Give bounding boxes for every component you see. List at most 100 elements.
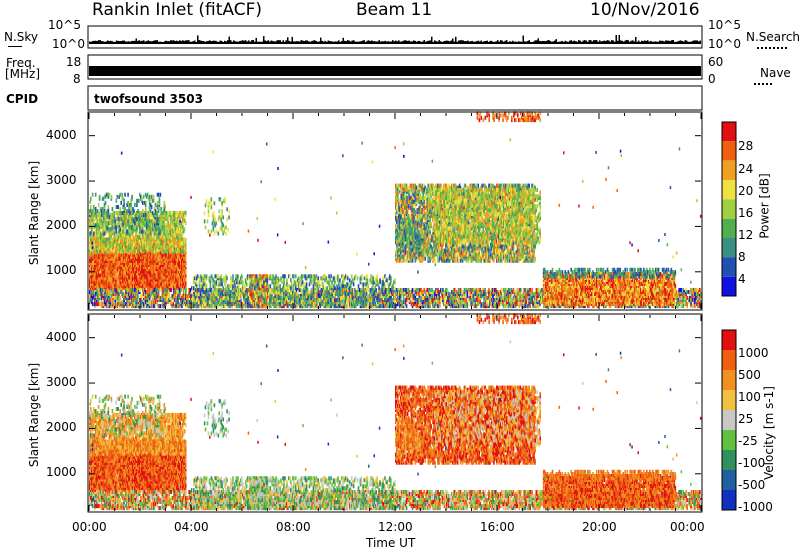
nsky-bar xyxy=(575,41,577,44)
nsky-bar xyxy=(656,41,658,44)
nsky-bar xyxy=(383,41,385,44)
echo-cell xyxy=(103,231,106,236)
echo-cell xyxy=(101,258,104,263)
echo-cell xyxy=(111,277,114,282)
nsky-underline xyxy=(8,46,22,47)
nsky-bar xyxy=(555,39,557,44)
echo-cell xyxy=(116,277,118,282)
echo-cell xyxy=(122,281,124,286)
nsky-bar xyxy=(518,41,520,44)
echo-cell xyxy=(120,238,122,243)
nsky-bar xyxy=(482,41,484,44)
echo-cell xyxy=(109,298,112,302)
echo-cell xyxy=(120,273,122,278)
echo-cell xyxy=(142,213,145,218)
echo-cell xyxy=(90,258,92,263)
echo-cell xyxy=(130,267,132,272)
echo-cell xyxy=(142,254,145,259)
echo-cell xyxy=(155,271,158,276)
echo-cell xyxy=(172,279,174,284)
nsky-bar xyxy=(95,40,97,44)
echo-cell xyxy=(170,300,172,305)
nsky-bar xyxy=(591,41,593,44)
echo-cell xyxy=(170,273,172,278)
echo-cell xyxy=(91,271,94,276)
nsky-bar xyxy=(153,40,155,44)
nsky-bar xyxy=(245,40,247,44)
echo-cell xyxy=(116,263,118,268)
echo-cell xyxy=(105,244,108,249)
echo-cell xyxy=(153,263,156,268)
echo-cell xyxy=(177,250,179,255)
beam-title: Beam 11 xyxy=(356,0,432,20)
nsky-bar xyxy=(209,40,211,44)
echo-cell xyxy=(163,279,165,284)
echo-cell xyxy=(132,238,134,243)
echo-cell xyxy=(163,200,166,205)
echo-cell xyxy=(150,258,153,263)
echo-cell xyxy=(107,221,110,226)
echo-cell xyxy=(107,271,110,276)
echo-cell xyxy=(114,279,116,284)
echo-cell xyxy=(164,269,166,274)
echo-cell xyxy=(120,281,122,286)
echo-cell xyxy=(140,261,143,265)
echo-cell xyxy=(120,258,122,263)
nsky-bar xyxy=(467,40,469,44)
echo-cell xyxy=(114,261,116,265)
echo-cell xyxy=(178,239,180,244)
nsky-bar xyxy=(440,41,442,44)
echo-cell xyxy=(176,281,178,286)
echo-cell xyxy=(176,263,178,268)
echo-cell xyxy=(127,254,129,259)
echo-cell xyxy=(130,242,132,247)
echo-cell xyxy=(114,219,117,224)
echo-cell xyxy=(167,281,169,286)
echo-cell xyxy=(139,225,141,230)
echo-cell xyxy=(120,269,122,274)
echo-cell xyxy=(179,277,181,282)
nsky-bar xyxy=(201,41,203,44)
echo-cell xyxy=(108,277,111,282)
echo-cell xyxy=(159,281,162,286)
echo-cell xyxy=(110,231,113,236)
nsky-bar xyxy=(660,40,662,44)
echo-cell xyxy=(89,250,91,255)
nsky-bar xyxy=(267,40,269,44)
echo-cell xyxy=(101,223,104,228)
echo-cell xyxy=(128,267,130,272)
nsky-bar xyxy=(551,41,553,44)
nsky-bar xyxy=(561,40,563,44)
echo-cell xyxy=(129,267,131,272)
echo-cell xyxy=(163,261,165,265)
echo-cell xyxy=(105,254,108,259)
echo-cell xyxy=(184,210,187,215)
echo-cell xyxy=(173,246,175,251)
echo-cell xyxy=(104,243,107,248)
echo-cell xyxy=(121,273,123,278)
echo-cell xyxy=(110,254,113,259)
echo-cell xyxy=(121,271,123,276)
echo-cell xyxy=(121,283,123,288)
echo-cell xyxy=(152,283,155,288)
nsky-bar xyxy=(182,40,184,44)
nsky-bar xyxy=(563,41,565,44)
echo-cell xyxy=(108,267,111,272)
nsky-panel-frame xyxy=(87,25,703,49)
echo-cell xyxy=(143,248,146,253)
nsky-bar xyxy=(582,40,584,44)
echo-cell xyxy=(143,252,146,257)
echo-cell xyxy=(182,256,184,261)
echo-cell xyxy=(146,254,149,259)
echo-cell xyxy=(152,263,155,268)
nsky-bar xyxy=(671,40,673,44)
echo-cell xyxy=(125,252,127,257)
echo-cell xyxy=(169,281,171,286)
echo-cell xyxy=(137,281,139,286)
echo-cell xyxy=(95,271,98,276)
echo-cell xyxy=(165,238,167,243)
nsky-bar xyxy=(125,41,127,44)
echo-cell xyxy=(141,279,144,284)
echo-cell xyxy=(110,271,113,276)
nsearch-tick-top: 10^5 xyxy=(708,18,741,32)
